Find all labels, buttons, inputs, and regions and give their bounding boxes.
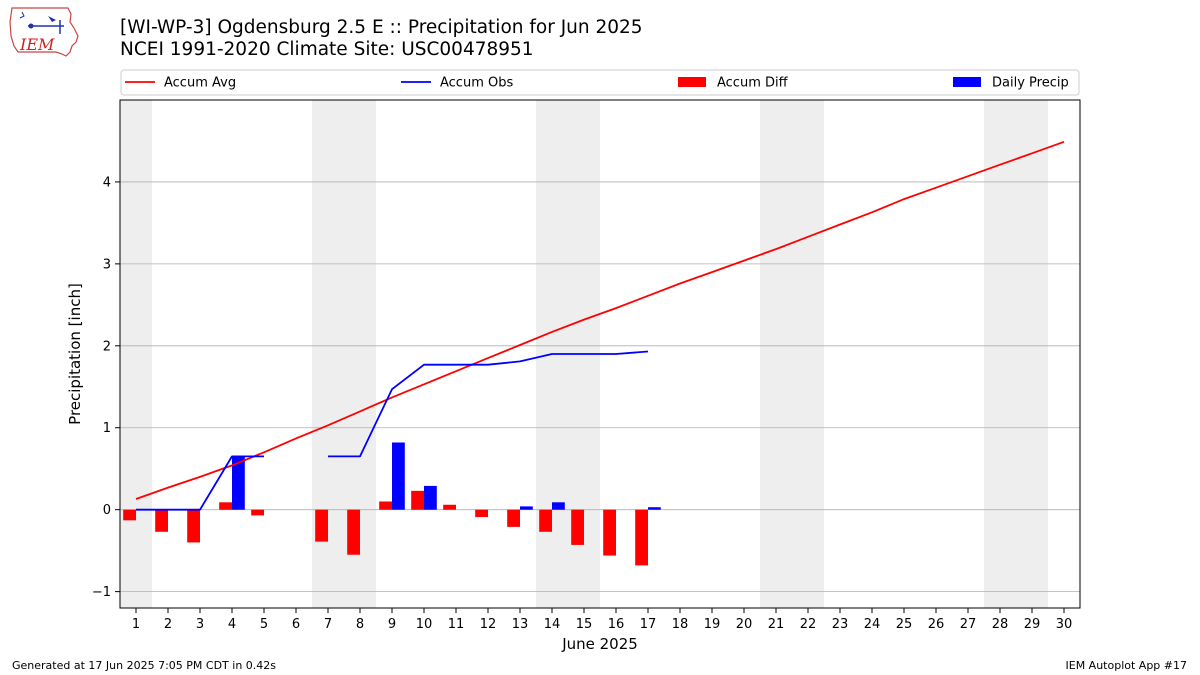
ytick-label: 3 (103, 257, 111, 272)
accum-diff-bar (603, 509, 616, 556)
weekend-band-28 (984, 100, 1016, 608)
xtick-label: 28 (992, 617, 1009, 632)
accum-diff-bar (379, 501, 392, 510)
accum-obs-line (328, 350, 649, 458)
axis-labels: June 2025 Precipitation [inch] (66, 283, 638, 653)
xtick-label: 29 (1024, 617, 1041, 632)
chart-subtitle: NCEI 1991-2020 Climate Site: USC00478951 (120, 39, 534, 60)
xtick-label: 14 (544, 617, 561, 632)
xtick-label: 22 (800, 617, 817, 632)
xtick-label: 3 (196, 617, 204, 632)
accum-obs-line (136, 455, 264, 511)
legend-label: Accum Obs (440, 76, 513, 91)
bars (123, 442, 661, 566)
generated-timestamp: Generated at 17 Jun 2025 7:05 PM CDT in … (12, 659, 277, 672)
xtick-label: 21 (768, 617, 785, 632)
lines (135, 140, 1065, 511)
app-label: IEM Autoplot App #17 (1065, 659, 1188, 672)
plot-frame (119, 99, 1081, 609)
xtick-label: 6 (292, 617, 300, 632)
accum-diff-bar (571, 509, 584, 545)
xtick-label: 18 (672, 617, 689, 632)
accum-diff-bar (443, 504, 456, 510)
grid-lines (120, 181, 1080, 593)
xtick-label: 13 (512, 617, 529, 632)
daily-precip-bar (232, 456, 245, 510)
xtick-label: 7 (324, 617, 332, 632)
accum-diff-bar (539, 509, 552, 532)
accum-diff-bar (123, 509, 136, 521)
accum-avg-line (135, 140, 1065, 500)
accum-diff-bar (251, 509, 264, 516)
legend-box (120, 69, 1080, 96)
accum-diff-bar (635, 509, 648, 566)
xtick-label: 8 (356, 617, 364, 632)
accum-diff-bar (347, 509, 360, 555)
xtick-label: 25 (896, 617, 913, 632)
xtick-label: 5 (260, 617, 268, 632)
xtick-label: 2 (164, 617, 172, 632)
x-axis-label: June 2025 (561, 635, 638, 653)
weekend-band-22 (792, 100, 824, 608)
ytick-label: 1 (103, 421, 111, 436)
daily-precip-bar (520, 506, 533, 510)
xtick-label: 12 (480, 617, 497, 632)
xtick-label: 24 (864, 617, 881, 632)
legend: Accum Avg Accum Obs Accum Diff Daily Precip (120, 69, 1080, 96)
y-axis-label: Precipitation [inch] (66, 283, 84, 425)
accum-diff-bar (475, 509, 488, 518)
weekend-band-21 (760, 100, 792, 608)
xtick-label: 23 (832, 617, 849, 632)
xtick-label: 19 (704, 617, 721, 632)
iem-logo: IEM (9, 7, 79, 57)
xtick-label: 10 (416, 617, 433, 632)
xtick-label: 17 (640, 617, 657, 632)
svg-text:IEM: IEM (19, 35, 55, 54)
legend-swatch (953, 77, 981, 87)
weekend-band-29 (1016, 100, 1048, 608)
ytick-label: 0 (103, 503, 111, 518)
xtick-label: 26 (928, 617, 945, 632)
legend-label: Daily Precip (992, 76, 1069, 91)
accum-diff-bar (155, 509, 168, 532)
legend-label: Accum Avg (164, 76, 236, 91)
xtick-label: 15 (576, 617, 593, 632)
ytick-label: 4 (103, 175, 111, 190)
daily-precip-bar (424, 485, 437, 510)
accum-diff-bar (411, 490, 424, 510)
xtick-label: 27 (960, 617, 977, 632)
accum-diff-bar (507, 509, 520, 527)
ytick-label: −1 (92, 585, 111, 600)
legend-label: Accum Diff (717, 76, 789, 91)
daily-precip-bar (648, 507, 661, 510)
xtick-label: 4 (228, 617, 236, 632)
xtick-label: 11 (448, 617, 465, 632)
ytick-label: 2 (103, 339, 111, 354)
accum-diff-bar (219, 502, 232, 510)
daily-precip-bar (552, 502, 565, 510)
xtick-label: 1 (132, 617, 140, 632)
legend-swatch (678, 77, 706, 87)
xtick-label: 9 (388, 617, 396, 632)
accum-diff-bar (315, 509, 328, 542)
daily-precip-bar (392, 442, 405, 510)
weekend-band-1 (120, 100, 152, 608)
xtick-label: 16 (608, 617, 625, 632)
chart-title: [WI-WP-3] Ogdensburg 2.5 E :: Precipitat… (120, 17, 643, 38)
xtick-label: 20 (736, 617, 753, 632)
accum-diff-bar (187, 509, 200, 543)
xtick-label: 30 (1056, 617, 1073, 632)
